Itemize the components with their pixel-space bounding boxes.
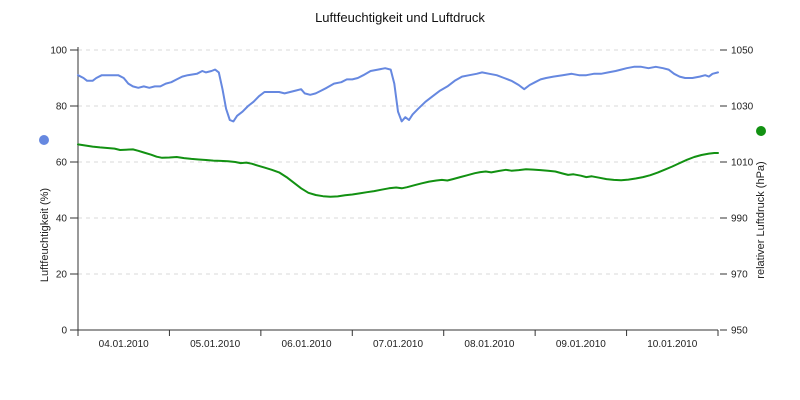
- x-tick-label: 05.01.2010: [190, 339, 240, 350]
- humidity-legend-dot-icon: [39, 135, 49, 145]
- chart-title: Luftfeuchtigkeit und Luftdruck: [315, 10, 485, 25]
- y-right-tick-label: 1050: [731, 46, 754, 57]
- relativer-luftdruck-line: [77, 143, 719, 198]
- y-right-tick-label: 950: [731, 326, 748, 337]
- y-right-tick-label: 970: [731, 270, 748, 281]
- luftfeuchtigkeit-line: [77, 65, 719, 123]
- pressure-legend-dot-icon: [756, 126, 766, 136]
- x-tick-label: 08.01.2010: [464, 339, 514, 350]
- y-right-tick-label: 1030: [731, 102, 754, 113]
- tick-labels: 0 950 20 970 40 990 60 1010 80 1030 100 1050 04.01.2…: [50, 46, 753, 351]
- gridlines: [78, 49, 718, 275]
- series-lines: [77, 65, 719, 198]
- y-left-tick-label: 20: [56, 270, 68, 281]
- y-left-tick-label: 100: [50, 46, 67, 57]
- y-right-tick-label: 990: [731, 214, 748, 225]
- y-right-tick-label: 1010: [731, 158, 754, 169]
- x-tick-label: 06.01.2010: [282, 339, 332, 350]
- axes: [70, 47, 727, 336]
- y-left-tick-label: 40: [56, 214, 68, 225]
- x-tick-label: 09.01.2010: [556, 339, 606, 350]
- y-left-tick-label: 0: [61, 326, 67, 337]
- y-left-tick-label: 80: [56, 102, 68, 113]
- x-tick-label: 04.01.2010: [99, 339, 149, 350]
- y-left-tick-label: 60: [56, 158, 68, 169]
- x-tick-label: 10.01.2010: [647, 339, 697, 350]
- x-tick-label: 07.01.2010: [373, 339, 423, 350]
